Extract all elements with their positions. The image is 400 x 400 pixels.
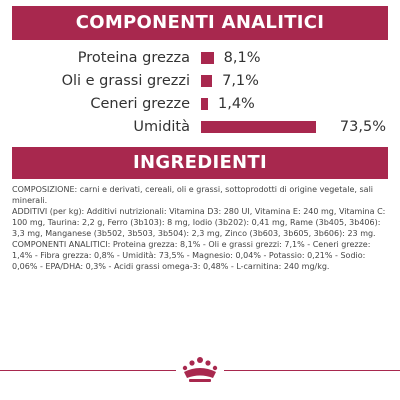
analytics-row: Proteina grezza 8,1% [0, 47, 400, 69]
ingredients-banner: INGREDIENTI [12, 147, 388, 179]
analytics-row-value: 8,1% [223, 50, 261, 66]
analytics-row-label: Proteina grezza [77, 50, 190, 66]
analytics-row-bar [201, 98, 208, 110]
ingredients-title: INGREDIENTI [133, 152, 267, 173]
royal-canin-crown-icon [182, 357, 218, 382]
analytics-row-bar [201, 121, 316, 133]
analytic-components-text: COMPONENTI ANALITICI: Proteina grezza: 8… [12, 240, 371, 271]
analytics-row-bar [201, 52, 214, 64]
analytics-row-label: Oli e grassi grezzi [61, 73, 190, 89]
analytics-row-value: 7,1% [222, 73, 259, 89]
footer-divider-right [224, 370, 400, 371]
additives-text: ADDITIVI (per kg): Additivi nutrizionali… [12, 207, 386, 238]
analytics-row-value: 73,5% [339, 119, 386, 135]
analytics-row-value: 1,4% [218, 96, 255, 112]
footer-divider-left [0, 370, 176, 371]
analytics-row-bar [201, 75, 213, 87]
analytics-row: Umidità 73,5% [0, 116, 400, 138]
analytics-row: Oli e grassi grezzi 7,1% [0, 70, 400, 92]
analytics-banner: COMPONENTI ANALITICI [12, 6, 388, 40]
ingredients-text-block: COMPOSIZIONE: carni e derivati, cereali,… [12, 184, 390, 272]
analytics-title: COMPONENTI ANALITICI [75, 12, 325, 33]
analytics-row-label: Umidità [133, 119, 190, 135]
analytics-row-label: Ceneri grezze [90, 96, 190, 112]
analytics-row: Ceneri grezze 1,4% [0, 93, 400, 115]
composition-text: COMPOSIZIONE: carni e derivati, cereali,… [12, 185, 374, 205]
